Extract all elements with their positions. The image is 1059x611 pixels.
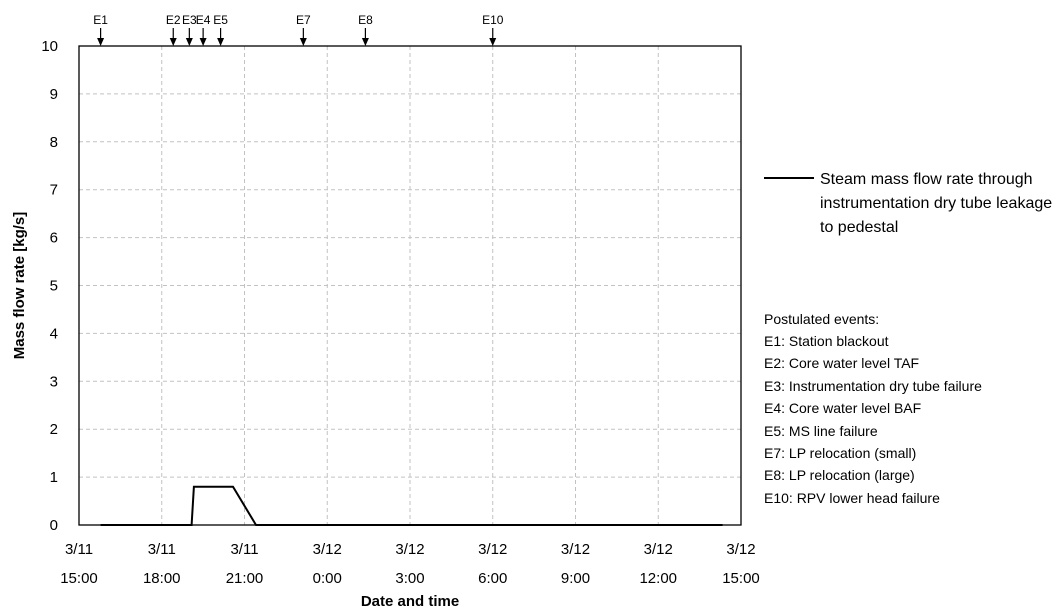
x-tick-label-date: 3/12 [644, 541, 673, 558]
event-item: E8: LP relocation (large) [764, 467, 915, 484]
chart: E1 E2 E3 E4 E5 E7 E8 E10 0 1 2 3 4 5 6 7 8 9 10 3/11 15:00… [11, 13, 760, 610]
x-tick-label-time: 0:00 [313, 570, 342, 587]
event-marker-label: E4 [196, 13, 211, 27]
x-tick-labels: 3/11 15:00 3/11 18:00 3/11 21:00 3/12 0:00 3/12 3… [60, 541, 760, 587]
x-tick-label-time: 21:00 [226, 570, 264, 587]
event-marker-arrowhead [299, 38, 307, 46]
x-tick-label-date: 3/12 [726, 541, 755, 558]
x-tick-label-time: 3:00 [395, 570, 424, 587]
event-marker-arrowhead [97, 38, 105, 46]
event-marker-label: E5 [213, 13, 228, 27]
y-axis-title: Mass flow rate [kg/s] [11, 212, 28, 360]
y-tick-label: 3 [50, 373, 58, 390]
x-tick-label-time: 18:00 [143, 570, 181, 587]
event-marker-arrowhead [217, 38, 225, 46]
event-item: E7: LP relocation (small) [764, 444, 917, 461]
event-marker-arrowhead [489, 38, 497, 46]
x-tick-label-date: 3/12 [561, 541, 590, 558]
events-title: Postulated events: [764, 311, 880, 327]
y-tick-label: 9 [50, 86, 58, 103]
x-tick-label-date: 3/12 [395, 541, 424, 558]
event-marker-arrowhead [361, 38, 369, 46]
x-tick-label-time: 9:00 [561, 570, 590, 587]
event-item: E3: Instrumentation dry tube failure [764, 377, 982, 394]
x-tick-label-date: 3/11 [148, 541, 176, 558]
y-tick-label: 1 [50, 469, 58, 486]
events-list: E1: Station blackout E2: Core water leve… [764, 330, 1059, 509]
y-tick-label: 0 [50, 517, 58, 534]
y-tick-label: 8 [50, 134, 58, 151]
event-item: E2: Core water level TAF [764, 355, 920, 372]
event-marker-label: E10 [482, 13, 504, 27]
event-marker-label: E1 [93, 13, 108, 27]
series-line [100, 485, 723, 526]
y-tick-label: 7 [50, 182, 58, 199]
x-tick-label-time: 12:00 [639, 570, 677, 587]
event-item: E1: Station blackout [764, 333, 889, 349]
x-tick-label-time: 6:00 [478, 570, 507, 587]
event-marker-arrowhead [199, 38, 207, 46]
x-tick-label-date: 3/11 [230, 541, 258, 558]
event-marker-arrowhead [185, 38, 193, 46]
x-axis-title: Date and time [361, 593, 459, 610]
y-tick-label: 2 [50, 421, 58, 438]
legend-line-swatch [764, 177, 814, 179]
event-item: E4: Core water level BAF [764, 400, 922, 417]
event-item: E10: RPV lower head failure [764, 489, 940, 506]
legend-series-label: Steam mass flow rate through instrumenta… [820, 171, 1053, 236]
grid-lines [79, 46, 741, 525]
y-tick-label: 10 [41, 38, 58, 55]
series-layer [100, 485, 723, 526]
x-tick-label-time: 15:00 [722, 570, 760, 587]
x-tick-label-time: 15:00 [60, 570, 98, 587]
legend-panel: Steam mass flow rate through instrumenta… [764, 0, 1059, 611]
y-tick-label: 4 [50, 325, 58, 342]
y-tick-labels: 0 1 2 3 4 5 6 7 8 9 10 [41, 38, 58, 534]
event-marker-label: E7 [296, 13, 311, 27]
events-legend: Postulated events: E1: Station blackout … [764, 308, 1059, 509]
event-marker-arrowhead [169, 38, 177, 46]
x-tick-label-date: 3/12 [478, 541, 507, 558]
y-tick-label: 5 [50, 278, 58, 295]
x-tick-label-date: 3/12 [313, 541, 342, 558]
event-markers: E1 E2 E3 E4 E5 E7 E8 E10 [93, 13, 504, 46]
x-tick-label-date: 3/11 [65, 541, 93, 558]
event-item: E5: MS line failure [764, 422, 878, 439]
event-marker-label: E3 [182, 13, 197, 27]
event-marker-label: E8 [358, 13, 373, 27]
event-marker-label: E2 [166, 13, 181, 27]
y-tick-label: 6 [50, 230, 58, 247]
